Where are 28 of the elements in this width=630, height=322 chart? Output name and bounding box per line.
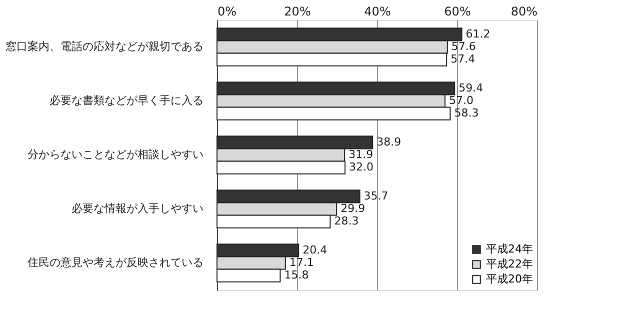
data-label: 15.8 xyxy=(284,268,309,282)
data-label: 61.2 xyxy=(466,27,490,40)
legend-label: 平成20年 xyxy=(486,272,533,286)
y-tick-label: 分からないことなどが相談しやすい xyxy=(28,148,204,161)
data-label: 17.1 xyxy=(289,256,314,269)
data-label: 35.7 xyxy=(364,189,388,202)
data-label: 38.9 xyxy=(376,135,402,148)
y-tick-label: 窓口案内、電話の応対などが親切である xyxy=(6,40,204,53)
y-tick-label: 必要な書類などが早く手に入る xyxy=(50,94,204,107)
data-label: 57.0 xyxy=(449,94,474,107)
legend-label: 平成24年 xyxy=(486,242,533,256)
data-label: 57.4 xyxy=(450,52,476,66)
x-tick-label: 0% xyxy=(218,4,237,18)
data-label: 32.0 xyxy=(349,160,374,174)
data-label: 20.4 xyxy=(302,243,328,256)
data-label: 58.3 xyxy=(454,106,479,120)
y-tick-label: 必要な情報が入手しやすい xyxy=(72,202,204,215)
y-tick-label: 住民の意見や考えが反映されている xyxy=(28,256,204,269)
data-label: 29.9 xyxy=(340,202,366,215)
data-label: 59.4 xyxy=(458,81,484,94)
x-tick-label: 60% xyxy=(444,4,471,18)
data-label: 57.6 xyxy=(451,40,476,53)
legend-label: 平成22年 xyxy=(486,258,533,270)
x-tick-label: 80% xyxy=(510,4,538,18)
x-tick-label: 40% xyxy=(364,4,391,18)
data-label: 31.9 xyxy=(348,148,374,161)
x-tick-label: 20% xyxy=(284,4,311,18)
data-label: 28.3 xyxy=(334,214,359,228)
